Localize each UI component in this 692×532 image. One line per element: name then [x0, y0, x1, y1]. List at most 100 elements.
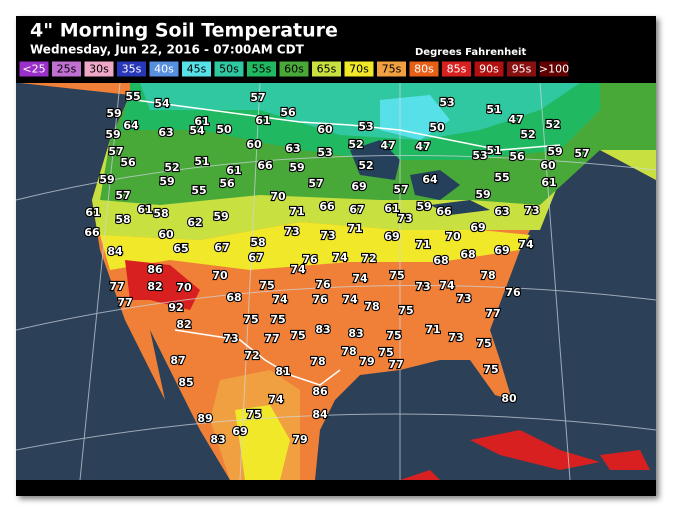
soil-temp-reading: 74 [352, 272, 368, 285]
soil-temp-reading: 59 [213, 210, 228, 223]
soil-temp-reading: 54 [154, 97, 170, 110]
soil-temp-reading: 80 [501, 392, 517, 405]
soil-temp-reading: 57 [574, 147, 589, 160]
soil-temp-reading: 61 [137, 203, 152, 216]
soil-temp-reading: 69 [351, 180, 366, 193]
soil-temp-reading: 74 [439, 279, 455, 292]
soil-temp-reading: 63 [285, 142, 300, 155]
legend-label: 40s [154, 63, 174, 76]
soil-temp-reading: 68 [460, 248, 475, 261]
soil-temp-reading: 69 [384, 230, 399, 243]
soil-temp-reading: 53 [439, 96, 454, 109]
soil-temp-reading: 70 [270, 190, 286, 203]
soil-temp-reading: 75 [243, 313, 258, 326]
legend-label: 35s [122, 63, 142, 76]
soil-temp-reading: 70 [445, 230, 461, 243]
soil-temp-reading: 50 [429, 121, 445, 134]
legend-label: 30s [89, 63, 109, 76]
soil-temp-reading: 58 [153, 207, 168, 220]
legend-swatch [343, 60, 375, 78]
soil-temp-reading: 66 [436, 205, 452, 218]
soil-temp-reading: 59 [289, 161, 304, 174]
soil-temp-reading: 73 [284, 225, 299, 238]
soil-temp-reading: 92 [168, 301, 183, 314]
soil-temp-reading: 52 [520, 128, 535, 141]
soil-temp-reading: 67 [214, 241, 229, 254]
soil-temp-reading: 75 [398, 304, 413, 317]
soil-temp-reading: 72 [244, 349, 259, 362]
soil-temp-reading: 58 [115, 213, 130, 226]
soil-temp-reading: 60 [540, 159, 556, 172]
soil-temp-reading: 75 [259, 279, 274, 292]
soil-temp-reading: 56 [219, 177, 235, 190]
soil-temp-reading: 73 [397, 212, 412, 225]
soil-temp-reading: 59 [105, 128, 120, 141]
soil-temp-reading: 83 [315, 323, 330, 336]
legend-swatch [116, 60, 147, 78]
soil-temp-reading: 47 [508, 113, 523, 126]
soil-temp-reading: 66 [84, 226, 100, 239]
soil-temp-reading: 57 [308, 177, 323, 190]
soil-temp-reading: 77 [109, 280, 124, 293]
soil-temp-reading: 74 [342, 293, 358, 306]
soil-temp-reading: 71 [415, 238, 430, 251]
soil-temp-reading: 61 [541, 176, 556, 189]
soil-temp-reading: 60 [158, 228, 174, 241]
soil-temp-reading: 78 [364, 300, 379, 313]
soil-temp-reading: 66 [257, 159, 273, 172]
soil-temp-reading: 76 [302, 253, 318, 266]
soil-temp-reading: 77 [388, 358, 403, 371]
soil-temp-reading: 81 [275, 365, 290, 378]
soil-temp-reading: 59 [547, 145, 562, 158]
soil-temp-reading: 52 [164, 161, 179, 174]
soil-temp-reading: 77 [117, 296, 132, 309]
soil-temp-reading: 74 [518, 238, 534, 251]
soil-temp-reading: 86 [147, 263, 163, 276]
legend-label: 45s [187, 63, 207, 76]
soil-temp-reading: 59 [416, 200, 431, 213]
soil-temp-reading: 78 [480, 269, 495, 282]
soil-temp-reading: 51 [486, 144, 501, 157]
soil-temp-reading: 67 [349, 203, 364, 216]
soil-temp-reading: 76 [505, 286, 521, 299]
title: 4" Morning Soil Temperature [30, 20, 338, 42]
soil-temp-reading: 83 [210, 433, 225, 446]
soil-temp-reading: 53 [472, 149, 487, 162]
soil-temp-reading: 61 [194, 115, 209, 128]
soil-temp-reading: 75 [246, 408, 261, 421]
soil-temp-reading: 69 [232, 425, 247, 438]
soil-temp-reading: 76 [315, 278, 331, 291]
soil-temp-reading: 56 [120, 156, 136, 169]
soil-temp-reading: 89 [197, 412, 212, 425]
legend-swatch [148, 60, 180, 78]
soil-temp-reading: 73 [448, 331, 463, 344]
legend-label: <25 [22, 63, 45, 76]
soil-temp-reading: 50 [216, 123, 232, 136]
soil-temp-reading: 83 [348, 327, 363, 340]
soil-temp-reading: 77 [264, 332, 279, 345]
soil-temp-reading: 75 [386, 329, 401, 342]
soil-temp-reading: 62 [187, 216, 202, 229]
soil-temp-reading: 64 [422, 173, 438, 186]
soil-temp-reading: 73 [320, 229, 335, 242]
legend-swatch [441, 60, 472, 78]
soil-temp-reading: 74 [290, 263, 306, 276]
soil-temp-reading: 75 [270, 313, 285, 326]
legend-label: 50s [219, 63, 239, 76]
soil-temp-reading: 84 [107, 245, 123, 258]
subtitle: Wednesday, Jun 22, 2016 - 07:00AM CDT [30, 43, 305, 57]
soil-temp-reading: 85 [178, 376, 193, 389]
legend-swatch [538, 60, 570, 78]
soil-temp-reading: 68 [433, 254, 448, 267]
soil-temp-reading: 57 [250, 91, 265, 104]
soil-temp-reading: 71 [347, 222, 362, 235]
soil-temp-reading: 59 [106, 107, 121, 120]
soil-temp-reading: 71 [289, 205, 304, 218]
soil-temp-reading: 59 [159, 175, 174, 188]
legend-swatch [181, 60, 212, 78]
soil-temp-reading: 74 [272, 293, 288, 306]
soil-temp-reading: 84 [312, 408, 328, 421]
legend-label: 85s [447, 63, 467, 76]
soil-temp-reading: 61 [226, 164, 241, 177]
